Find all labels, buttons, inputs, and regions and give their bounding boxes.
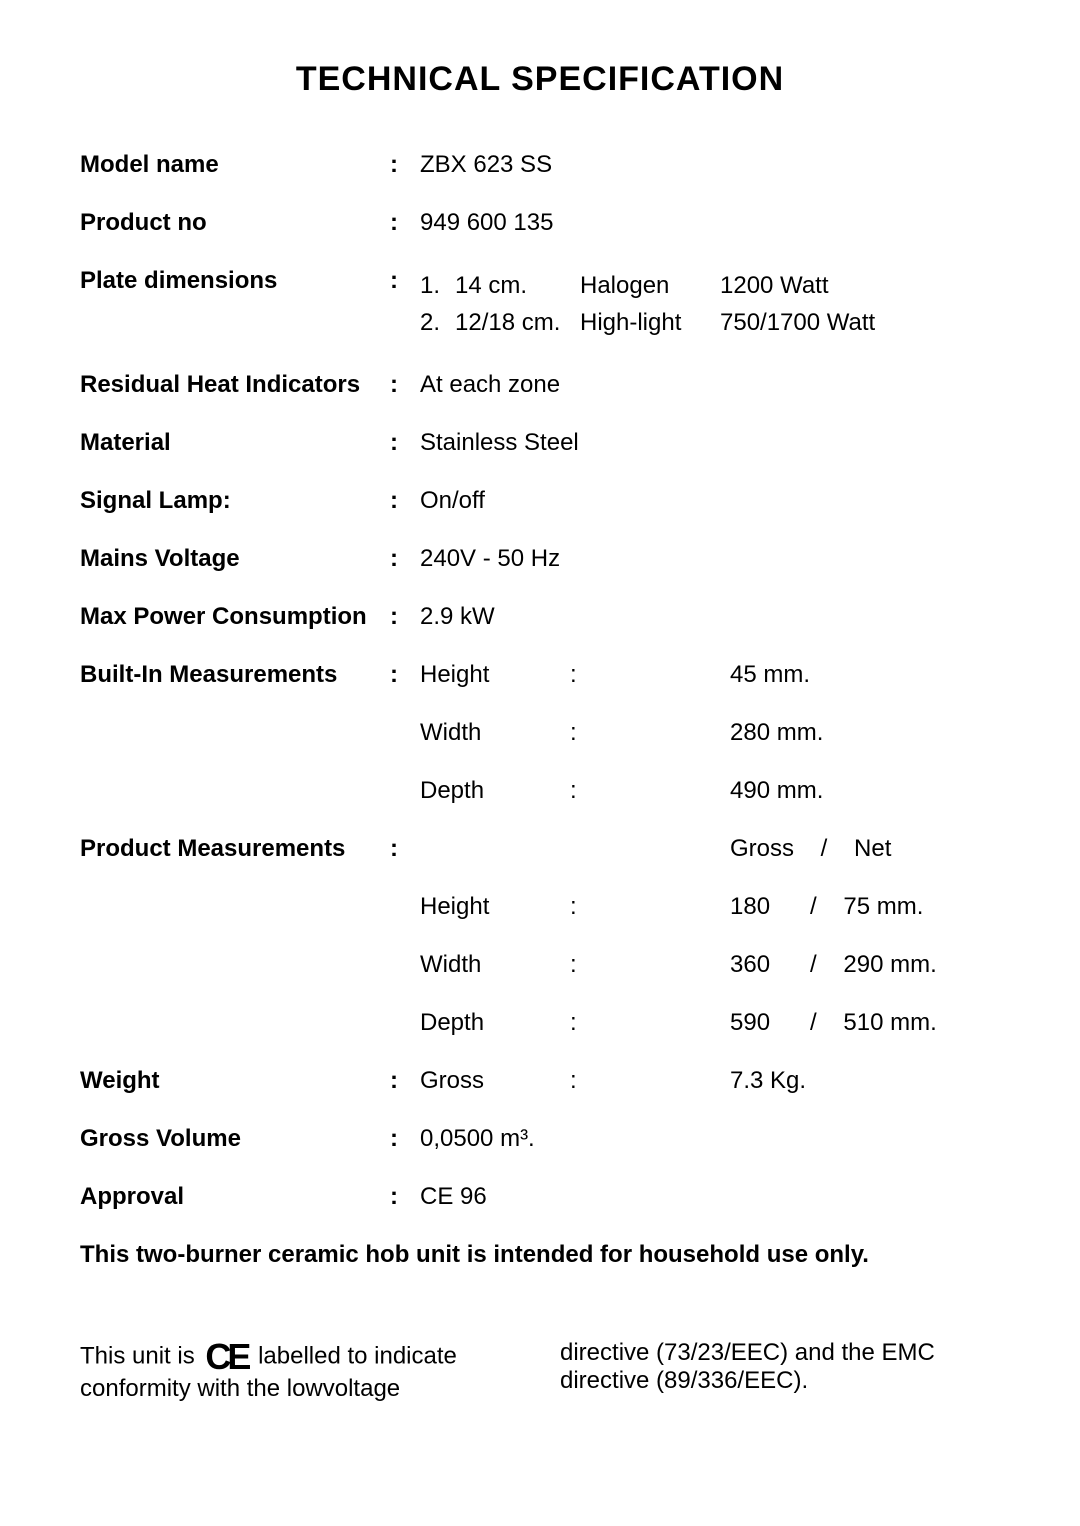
- colon: :: [390, 1183, 420, 1211]
- product-width-label: Width: [420, 951, 570, 979]
- row-builtin: Built-In Measurements : Height : 45 mm.: [80, 661, 1000, 689]
- row-mains: Mains Voltage : 240V - 50 Hz: [80, 545, 1000, 573]
- row-max-power: Max Power Consumption : 2.9 kW: [80, 603, 1000, 631]
- label-gross-volume: Gross Volume: [80, 1125, 390, 1153]
- builtin-depth-value: 490 mm.: [730, 777, 1000, 805]
- colon: :: [390, 661, 420, 689]
- builtin-height-value: 45 mm.: [730, 661, 810, 689]
- row-product-depth: Depth : 590 / 510 mm.: [80, 1009, 1000, 1037]
- colon: :: [390, 371, 420, 399]
- label-product-meas: Product Measurements: [80, 835, 390, 863]
- product-meas-header: Gross / Net: [730, 835, 891, 863]
- colon: :: [390, 151, 420, 179]
- row-material: Material : Stainless Steel: [80, 429, 1000, 457]
- ce-mark-icon: CE: [201, 1339, 251, 1375]
- row-product-height: Height : 180 / 75 mm.: [80, 893, 1000, 921]
- colon: :: [390, 209, 420, 237]
- row-gross-volume: Gross Volume : 0,0500 m³.: [80, 1125, 1000, 1153]
- row-builtin-width: Width : 280 mm.: [80, 719, 1000, 747]
- label-material: Material: [80, 429, 390, 457]
- colon: :: [570, 719, 730, 747]
- weight-sub: Gross: [420, 1067, 570, 1095]
- colon: :: [570, 893, 730, 921]
- label-signal-lamp: Signal Lamp:: [80, 487, 390, 515]
- value-mains: 240V - 50 Hz: [420, 545, 1000, 573]
- ce-text-right: directive (73/23/EEC) and the EMC direct…: [540, 1339, 1000, 1403]
- value-model-name: ZBX 623 SS: [420, 151, 1000, 179]
- weight-value: 7.3 Kg.: [730, 1067, 806, 1095]
- row-product-meas: Product Measurements : Gross / Net: [80, 835, 1000, 863]
- value-material: Stainless Steel: [420, 429, 1000, 457]
- colon: :: [390, 429, 420, 457]
- value-approval: CE 96: [420, 1183, 1000, 1211]
- colon: :: [390, 603, 420, 631]
- product-depth-label: Depth: [420, 1009, 570, 1037]
- builtin-height-label: Height: [420, 661, 570, 689]
- row-plate-dimensions: Plate dimensions : 1. 2. 14 cm. 12/18 cm…: [80, 267, 1000, 341]
- label-model-name: Model name: [80, 151, 390, 179]
- plate-watt-1: 1200 Watt: [720, 267, 1000, 304]
- row-signal-lamp: Signal Lamp: : On/off: [80, 487, 1000, 515]
- label-mains: Mains Voltage: [80, 545, 390, 573]
- colon: :: [570, 1067, 730, 1095]
- colon: :: [390, 1125, 420, 1153]
- colon: :: [390, 487, 420, 515]
- colon: :: [570, 1009, 730, 1037]
- page-title: TECHNICAL SPECIFICATION: [80, 60, 1000, 99]
- value-plate: 1. 2. 14 cm. 12/18 cm. Halogen High-ligh…: [420, 267, 1000, 341]
- product-height-label: Height: [420, 893, 570, 921]
- label-weight: Weight: [80, 1067, 390, 1095]
- plate-type-2: High-light: [580, 304, 720, 341]
- ce-text-pre: This unit is: [80, 1343, 201, 1370]
- product-height-value: 180 / 75 mm.: [730, 893, 1000, 921]
- row-residual: Residual Heat Indicators : At each zone: [80, 371, 1000, 399]
- colon: :: [390, 267, 420, 295]
- row-builtin-depth: Depth : 490 mm.: [80, 777, 1000, 805]
- plate-num-1: 1.: [420, 267, 455, 304]
- builtin-width-value: 280 mm.: [730, 719, 1000, 747]
- colon: :: [570, 661, 730, 689]
- label-builtin: Built-In Measurements: [80, 661, 390, 689]
- colon: :: [570, 777, 730, 805]
- row-product-no: Product no : 949 600 135: [80, 209, 1000, 237]
- value-max-power: 2.9 kW: [420, 603, 1000, 631]
- plate-size-1: 14 cm.: [455, 267, 580, 304]
- row-product-width: Width : 360 / 290 mm.: [80, 951, 1000, 979]
- footer-note: This two-burner ceramic hob unit is inte…: [80, 1241, 1000, 1269]
- colon: :: [390, 545, 420, 573]
- builtin-width-label: Width: [420, 719, 570, 747]
- product-width-value: 360 / 290 mm.: [730, 951, 1000, 979]
- product-depth-value: 590 / 510 mm.: [730, 1009, 1000, 1037]
- label-residual: Residual Heat Indicators: [80, 371, 390, 399]
- value-product-no: 949 600 135: [420, 209, 1000, 237]
- builtin-depth-label: Depth: [420, 777, 570, 805]
- plate-type-1: Halogen: [580, 267, 720, 304]
- value-residual: At each zone: [420, 371, 1000, 399]
- ce-conformity-block: This unit is CE labelled to indicate con…: [80, 1339, 1000, 1403]
- value-signal-lamp: On/off: [420, 487, 1000, 515]
- colon: :: [390, 1067, 420, 1095]
- label-approval: Approval: [80, 1183, 390, 1211]
- row-weight: Weight : Gross : 7.3 Kg.: [80, 1067, 1000, 1095]
- plate-size-2: 12/18 cm.: [455, 304, 580, 341]
- label-product-no: Product no: [80, 209, 390, 237]
- row-model-name: Model name : ZBX 623 SS: [80, 151, 1000, 179]
- colon: :: [390, 835, 420, 863]
- row-approval: Approval : CE 96: [80, 1183, 1000, 1211]
- plate-watt-2: 750/1700 Watt: [720, 304, 1000, 341]
- colon: :: [570, 951, 730, 979]
- label-max-power: Max Power Consumption: [80, 603, 390, 631]
- plate-num-2: 2.: [420, 304, 455, 341]
- value-gross-volume: 0,0500 m³.: [420, 1125, 1000, 1153]
- label-plate: Plate dimensions: [80, 267, 390, 295]
